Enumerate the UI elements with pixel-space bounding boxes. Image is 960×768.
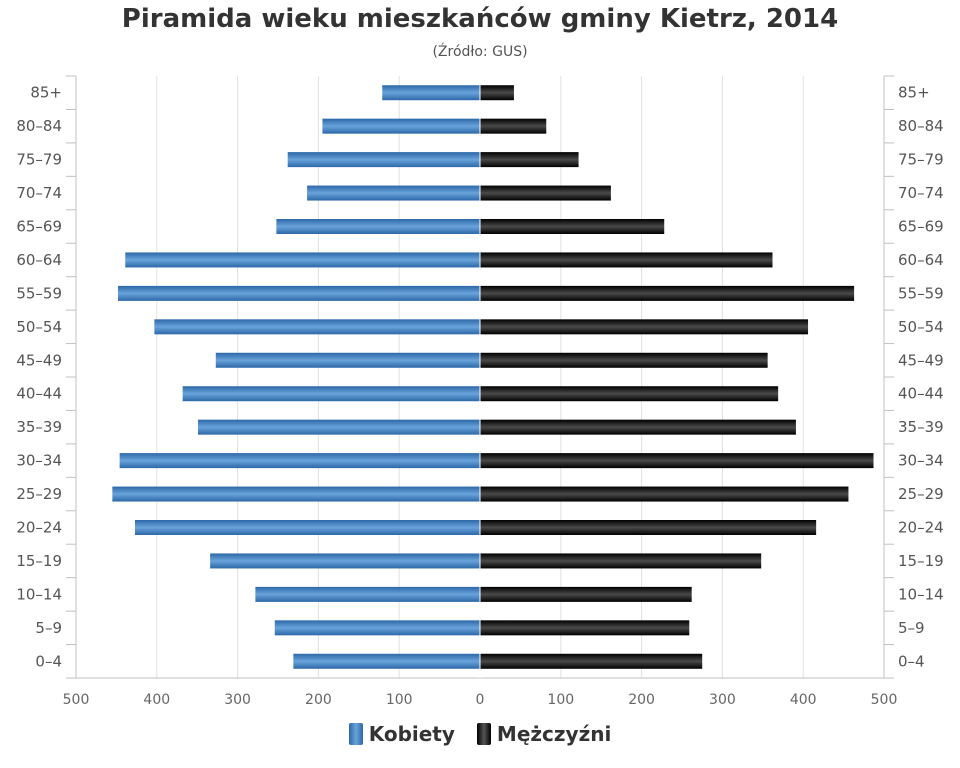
legend-label-kobiety: Kobiety [368,722,455,746]
x-tick-label: 300 [224,692,251,708]
y-tick-label-right: 35–39 [898,418,944,436]
y-tick-label-left: 30–34 [16,452,62,470]
label-layer: 500 400 300 200 100 0 100 200 300 400 500 85+ 85+ 80–… [16,84,943,708]
y-tick-label-left: 65–69 [16,218,62,236]
bar-mezczyzni[interactable] [480,620,690,636]
bar-mezczyzni[interactable] [480,486,849,502]
bar-kobiety[interactable] [274,620,480,636]
bar-mezczyzni[interactable] [480,386,779,402]
y-tick-label-left: 55–59 [16,284,62,302]
bar-mezczyzni[interactable] [480,219,665,234]
y-tick-label-right: 5–9 [898,619,925,637]
y-tick-label-right: 70–74 [898,184,944,202]
bar-kobiety[interactable] [215,352,480,368]
legend-item-mezczyzni[interactable]: Mężczyźni [476,722,612,746]
legend: Kobiety Mężczyźni [0,722,960,746]
y-tick-label-left: 70–74 [16,184,62,202]
legend-label-mezczyzni: Mężczyźni [496,722,612,746]
x-tick-label: 500 [63,692,90,708]
bar-mezczyzni[interactable] [480,553,762,569]
y-tick-label-left: 5–9 [35,619,62,637]
bar-mezczyzni[interactable] [480,285,855,301]
bar-mezczyzni[interactable] [480,118,547,134]
y-tick-label-left: 20–24 [16,519,62,537]
x-tick-label: 400 [143,692,170,708]
x-tick-label: 300 [709,692,736,708]
y-tick-label-left: 75–79 [16,151,62,169]
bar-kobiety[interactable] [134,520,480,535]
chart-title: Piramida wieku mieszkańców gminy Kietrz,… [121,4,839,34]
y-tick-label-right: 15–19 [898,552,944,570]
bar-mezczyzni[interactable] [480,419,796,435]
y-tick-label-left: 60–64 [16,251,62,269]
population-pyramid-chart: 500 400 300 200 100 0 100 200 300 400 500 85+ 85+ 80–… [16,75,944,708]
x-tick-label: 500 [871,692,898,708]
bar-kobiety[interactable] [255,586,480,602]
y-tick-label-right: 75–79 [898,151,944,169]
legend-swatch-kobiety [348,723,363,745]
bar-mezczyzni[interactable] [480,352,768,368]
bar-mezczyzni[interactable] [480,152,579,168]
y-tick-label-right: 45–49 [898,351,944,369]
bar-kobiety[interactable] [118,285,481,301]
bar-kobiety[interactable] [307,185,480,201]
bar-kobiety[interactable] [382,85,480,101]
bar-mezczyzni[interactable] [480,453,874,469]
bar-mezczyzni[interactable] [480,85,514,101]
bar-mezczyzni[interactable] [480,319,809,335]
y-tick-label-right: 65–69 [898,218,944,236]
y-tick-label-left: 15–19 [16,552,62,570]
legend-swatch-mezczyzni [476,723,491,745]
y-tick-label-left: 85+ [30,84,62,102]
y-tick-label-right: 40–44 [898,385,944,403]
bar-kobiety[interactable] [293,653,480,669]
bar-kobiety[interactable] [112,486,481,502]
bar-kobiety[interactable] [210,553,481,569]
bar-mezczyzni[interactable] [480,252,773,268]
y-tick-label-right: 0–4 [898,652,925,670]
x-tick-label: 400 [790,692,817,708]
x-tick-label: 100 [547,692,574,708]
y-tick-label-left: 35–39 [16,418,62,436]
bar-kobiety[interactable] [322,118,480,134]
y-tick-label-left: 25–29 [16,485,62,503]
bar-kobiety[interactable] [287,152,480,168]
bar-mezczyzni[interactable] [480,586,692,602]
y-tick-label-right: 20–24 [898,519,944,537]
y-tick-label-right: 80–84 [898,117,944,135]
x-tick-label: 200 [628,692,655,708]
y-tick-label-right: 50–54 [898,318,944,336]
chart-subtitle: (Źródło: GUS) [432,44,528,60]
x-tick-label: 0 [476,692,485,708]
bar-kobiety[interactable] [182,386,480,402]
y-tick-label-right: 85+ [898,84,930,102]
bar-kobiety[interactable] [198,419,480,435]
y-tick-label-right: 10–14 [898,585,944,603]
bar-kobiety[interactable] [119,453,480,469]
bar-kobiety[interactable] [154,319,480,335]
y-tick-label-left: 45–49 [16,351,62,369]
y-tick-label-left: 0–4 [35,652,62,670]
bar-mezczyzni[interactable] [480,520,817,535]
y-tick-label-right: 55–59 [898,284,944,302]
y-tick-label-right: 25–29 [898,485,944,503]
y-tick-label-right: 60–64 [898,251,944,269]
bar-mezczyzni[interactable] [480,185,611,201]
bar-kobiety[interactable] [125,252,481,268]
bar-mezczyzni[interactable] [480,653,703,669]
y-tick-label-left: 40–44 [16,385,62,403]
y-tick-label-left: 50–54 [16,318,62,336]
bar-layer [112,76,874,678]
y-tick-label-right: 30–34 [898,452,944,470]
x-tick-label: 100 [386,692,413,708]
legend-item-kobiety[interactable]: Kobiety [348,722,455,746]
bar-kobiety[interactable] [276,219,480,234]
y-tick-label-left: 80–84 [16,117,62,135]
y-tick-label-left: 10–14 [16,585,62,603]
x-tick-label: 200 [305,692,332,708]
